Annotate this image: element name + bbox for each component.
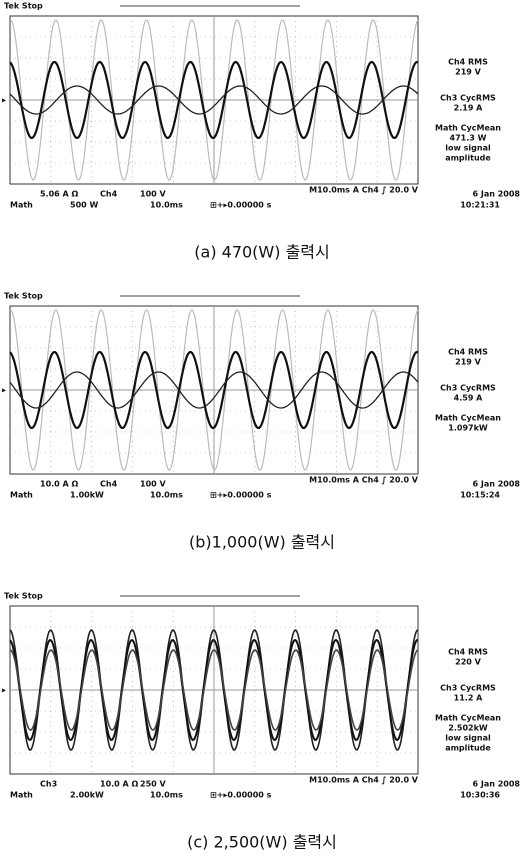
ground-marker: ▸ — [2, 686, 6, 695]
readout: Ch4 RMS — [448, 648, 488, 657]
readout: low signal — [445, 734, 491, 743]
channel-setting: 250 V — [140, 780, 166, 789]
math-setting: Math — [10, 791, 33, 800]
readout: Math CycMean — [435, 414, 501, 423]
date: 6 Jan 2008 — [473, 480, 521, 489]
readout: Ch4 RMS — [448, 58, 488, 67]
readout: Ch4 RMS — [448, 348, 488, 357]
timebase: M10.0ms A Ch4 ∫ 20.0 V — [309, 776, 419, 785]
readout: 4.59 A — [454, 394, 484, 403]
readout: 471.3 W — [450, 134, 487, 143]
math-setting: Math — [10, 201, 33, 210]
date: 6 Jan 2008 — [473, 780, 521, 789]
math-setting: 10.0ms — [150, 791, 183, 800]
caption: (a) 470(W) 출력시 — [194, 243, 329, 262]
page: {"panels": [ {"tek": "Tek Stop", "readou… — [0, 0, 524, 860]
readout: 2.502kW — [448, 724, 488, 733]
math-setting: 2.00kW — [70, 791, 104, 800]
readout: 11.2 A — [454, 694, 484, 703]
caption: (c) 2,500(W) 출력시 — [187, 833, 337, 852]
math-setting: 10.0ms — [150, 201, 183, 210]
math-setting: ⊞+▸0.00000 s — [210, 491, 272, 500]
readout: 219 V — [455, 358, 481, 367]
caption: (b)1,000(W) 출력시 — [189, 533, 335, 552]
channel-setting: Ch4 — [100, 190, 118, 199]
time: 10:21:31 — [460, 201, 500, 210]
scope-status: Tek Stop — [4, 292, 43, 301]
channel-setting: Ch4 — [100, 480, 118, 489]
math-setting: ⊞+▸0.00000 s — [210, 791, 272, 800]
readout: low signal — [445, 144, 491, 153]
channel-setting: Ch3 — [40, 780, 57, 789]
readout: 219 V — [455, 68, 481, 77]
readout: Ch3 CycRMS — [440, 384, 496, 393]
channel-setting: 5.06 A Ω — [40, 190, 79, 199]
readout: 220 V — [455, 658, 481, 667]
math-setting: 1.00kW — [70, 491, 104, 500]
ground-marker: ▸ — [2, 96, 6, 105]
scope-status: Tek Stop — [4, 592, 43, 601]
channel-setting: 10.0 A Ω — [40, 480, 79, 489]
readout: Ch3 CycRMS — [440, 94, 496, 103]
figure: Tek Stop▸Ch4 RMS219 VCh3 CycRMS2.19 AMat… — [0, 0, 524, 860]
channel-setting: 10.0 A Ω — [100, 780, 139, 789]
readout: Math CycMean — [435, 714, 501, 723]
readout: 2.19 A — [454, 104, 484, 113]
readout: amplitude — [445, 744, 491, 753]
readout: Ch3 CycRMS — [440, 684, 496, 693]
time: 10:15:24 — [460, 491, 500, 500]
math-setting: 10.0ms — [150, 491, 183, 500]
readout: 1.097kW — [448, 424, 488, 433]
scope-status: Tek Stop — [4, 2, 43, 11]
math-setting: ⊞+▸0.00000 s — [210, 201, 272, 210]
math-setting: 500 W — [70, 201, 98, 210]
date: 6 Jan 2008 — [473, 190, 521, 199]
timebase: M10.0ms A Ch4 ∫ 20.0 V — [309, 476, 419, 485]
ground-marker: ▸ — [2, 386, 6, 395]
channel-setting: 100 V — [140, 190, 166, 199]
readout: amplitude — [445, 154, 491, 163]
timebase: M10.0ms A Ch4 ∫ 20.0 V — [309, 186, 419, 195]
readout: Math CycMean — [435, 124, 501, 133]
channel-setting: 100 V — [140, 480, 166, 489]
math-setting: Math — [10, 491, 33, 500]
time: 10:30:36 — [460, 791, 500, 800]
